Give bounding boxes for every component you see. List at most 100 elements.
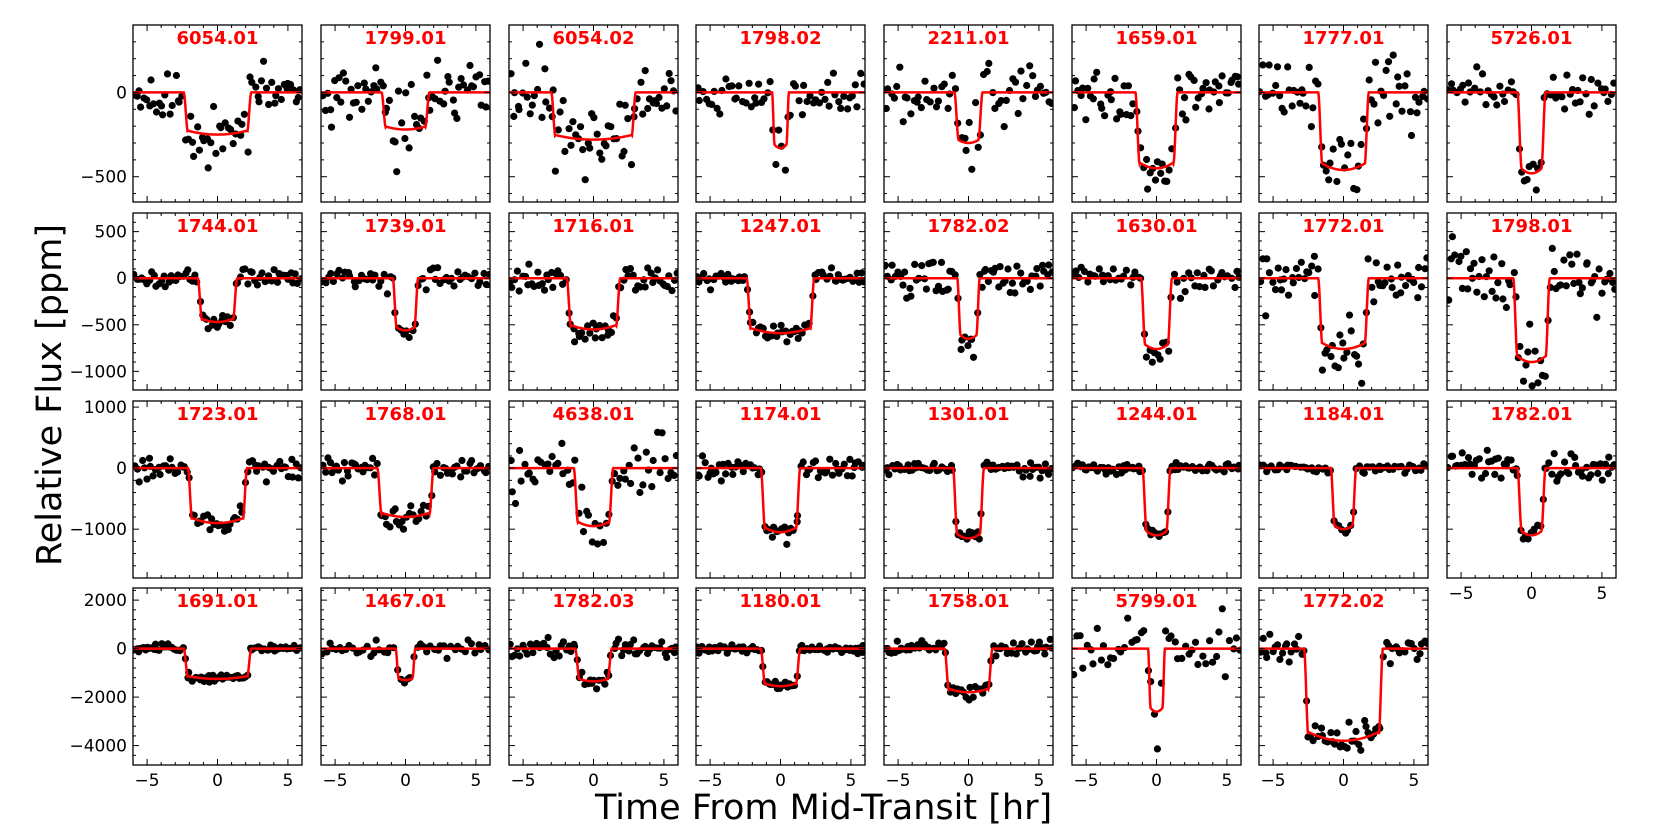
data-point — [1571, 453, 1579, 461]
data-point — [1084, 278, 1092, 286]
data-point — [1413, 655, 1421, 664]
data-point — [1215, 628, 1223, 636]
data-point — [1331, 740, 1339, 748]
data-point — [393, 168, 401, 176]
data-point — [383, 290, 391, 298]
data-point — [607, 123, 615, 131]
panel-frame — [1071, 24, 1242, 203]
panel-1798.01: 1798.01 — [1446, 212, 1617, 391]
data-point — [457, 473, 465, 481]
data-point — [1459, 81, 1467, 89]
panel-frame — [1258, 400, 1429, 579]
y-axis-label: Relative Flux [ppm] — [30, 224, 70, 566]
data-point — [1035, 638, 1043, 646]
data-point — [1277, 286, 1286, 294]
data-point — [948, 71, 956, 79]
model-curve — [509, 91, 678, 141]
data-point — [1148, 358, 1156, 366]
data-point — [531, 478, 539, 486]
data-point — [445, 78, 453, 86]
panel-title: 1301.01 — [928, 404, 1010, 425]
data-point — [529, 649, 537, 657]
data-point — [139, 456, 147, 465]
data-point — [1011, 289, 1019, 297]
data-point — [1233, 267, 1241, 275]
data-point — [327, 123, 336, 131]
data-point — [1323, 346, 1331, 354]
data-point — [965, 118, 973, 127]
data-point — [1133, 636, 1141, 644]
data-point — [929, 258, 937, 266]
data-point — [1587, 75, 1595, 84]
data-point — [1368, 283, 1376, 291]
data-point — [589, 319, 597, 327]
data-point — [1048, 268, 1053, 276]
data-point — [1292, 264, 1300, 273]
x-tick-label: −5 — [886, 771, 911, 791]
panel-frame — [1446, 212, 1617, 391]
data-point — [968, 165, 976, 173]
data-point — [1176, 294, 1185, 302]
data-point — [706, 286, 715, 294]
data-point — [1045, 261, 1053, 269]
data-point — [1353, 186, 1361, 194]
model-curve — [133, 647, 302, 681]
data-point — [1318, 366, 1326, 374]
data-point — [471, 269, 479, 277]
x-tick-label: 5 — [1034, 771, 1045, 791]
data-point — [981, 265, 990, 274]
panel-frame — [695, 587, 866, 766]
data-point — [207, 139, 215, 147]
panel-title: 1782.03 — [553, 591, 635, 612]
panel-title: 1247.01 — [740, 216, 822, 237]
data-point — [252, 83, 260, 91]
plot-area — [696, 264, 865, 346]
data-point — [848, 92, 856, 100]
data-point — [1259, 278, 1265, 286]
plot-area — [884, 258, 1053, 361]
x-tick-label: 5 — [283, 771, 294, 791]
data-point — [145, 454, 154, 462]
plot-area — [509, 428, 678, 548]
data-point — [1541, 372, 1549, 380]
data-point — [1079, 84, 1087, 92]
data-point — [769, 322, 778, 330]
data-point — [1353, 352, 1361, 360]
data-point — [253, 281, 261, 289]
data-point — [899, 281, 907, 289]
data-point — [579, 146, 587, 154]
data-point — [626, 265, 635, 273]
data-point — [538, 280, 546, 288]
panel-1768.01: 1768.01 — [320, 400, 491, 579]
data-point — [1080, 267, 1089, 276]
data-point — [394, 87, 403, 95]
data-point — [152, 640, 160, 648]
data-point — [558, 439, 566, 447]
data-point — [1284, 63, 1292, 71]
data-point — [1576, 290, 1584, 298]
data-point — [1033, 265, 1041, 273]
data-point — [485, 270, 490, 279]
panel-frame — [883, 212, 1054, 391]
data-point — [1360, 115, 1368, 123]
data-point — [1604, 97, 1612, 105]
data-point — [380, 270, 388, 278]
data-point — [846, 455, 854, 463]
data-point — [961, 134, 969, 142]
data-point — [885, 471, 893, 479]
data-point — [1550, 450, 1558, 458]
panel-title: 1180.01 — [740, 591, 822, 612]
x-tick-label: 5 — [1597, 584, 1608, 604]
data-point — [565, 125, 573, 133]
data-point — [630, 444, 638, 452]
data-point — [1046, 635, 1053, 643]
data-point — [190, 152, 198, 160]
data-point — [244, 148, 252, 156]
data-point — [528, 101, 536, 109]
data-point — [722, 75, 730, 83]
data-point — [453, 114, 461, 122]
data-point — [1036, 82, 1044, 90]
data-point — [288, 473, 297, 481]
data-point — [1548, 470, 1556, 478]
